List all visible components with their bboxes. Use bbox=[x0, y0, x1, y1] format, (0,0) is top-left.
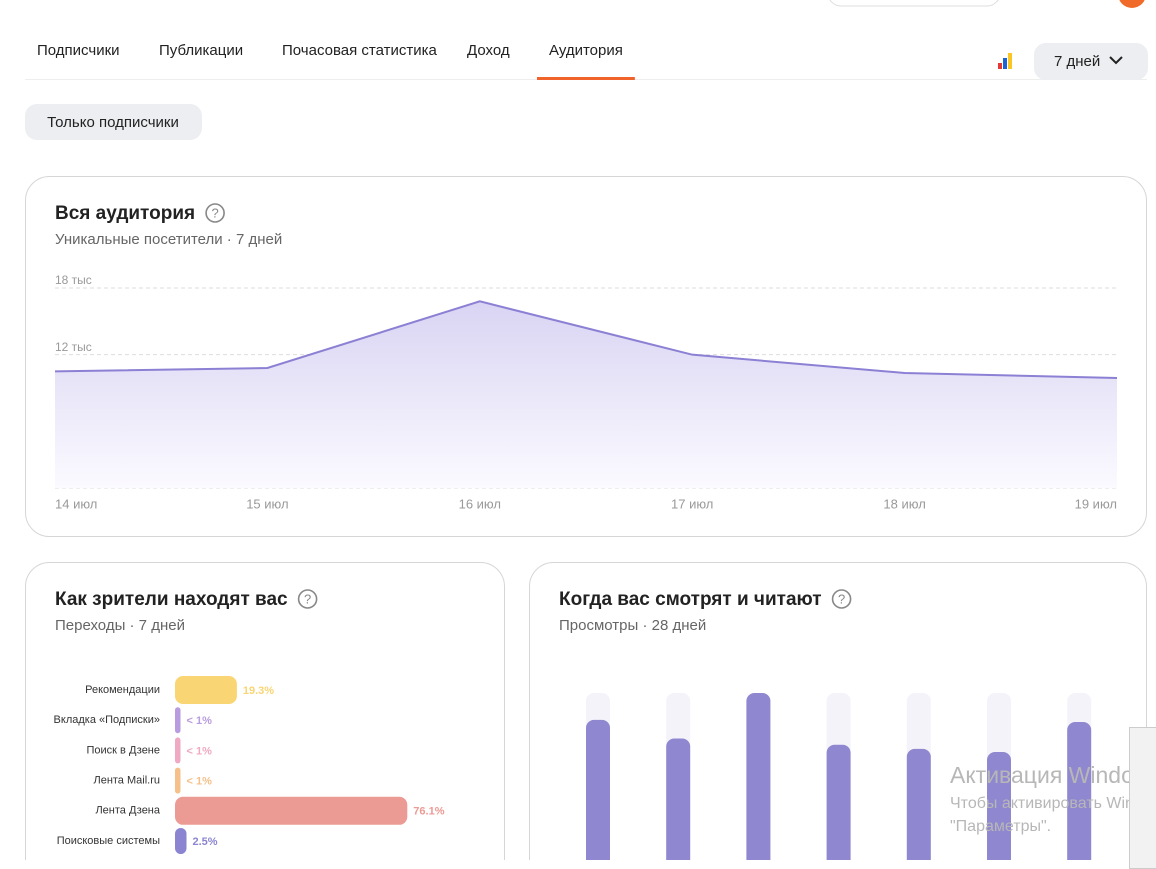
card-subtitle: Уникальные посетители · 7 дней bbox=[55, 231, 282, 248]
tab[interactable]: Публикации bbox=[159, 42, 243, 59]
x-tick-label: 19 июл bbox=[1075, 496, 1117, 511]
bar-value-label: 76.1% bbox=[413, 806, 444, 818]
y-tick-label: 18 тыс bbox=[55, 273, 92, 287]
filter-label: Только подписчики bbox=[47, 114, 179, 131]
bar-value-label: 2.5% bbox=[193, 836, 218, 848]
period-label: 7 дней bbox=[1054, 53, 1100, 70]
help-icon bbox=[297, 589, 318, 609]
x-tick-label: 18 июл bbox=[883, 496, 925, 511]
bar-category-label: Вкладка «Подписки» bbox=[54, 714, 160, 726]
help-icon-mark: ? bbox=[211, 205, 218, 220]
search-box[interactable] bbox=[828, 0, 1000, 7]
line bbox=[54, 300, 1118, 379]
x-tick-label: 14 июл bbox=[55, 496, 97, 511]
bar bbox=[175, 676, 237, 704]
bar bbox=[175, 737, 181, 764]
tab[interactable]: Доход bbox=[467, 42, 510, 59]
chevron bbox=[1109, 56, 1123, 65]
bar-value-label: 19.3% bbox=[243, 685, 274, 697]
x-tick-label: 17 июл bbox=[671, 496, 713, 511]
bar-category-label: Лента Дзена bbox=[95, 805, 160, 817]
bar bbox=[826, 744, 851, 860]
bar bbox=[175, 796, 408, 825]
windows-watermark: Активация Windows Чтобы активировать Win… bbox=[950, 762, 1156, 836]
bar-category-label: Поиск в Дзене bbox=[87, 744, 160, 756]
watermark-title: Активация Windows bbox=[950, 762, 1156, 788]
watermark-text: Чтобы активировать Windows, перейдите в … bbox=[950, 795, 1156, 812]
bar-value-label: < 1% bbox=[187, 776, 213, 788]
card-title: Вся аудитория bbox=[55, 203, 195, 224]
tab[interactable]: Аудитория bbox=[549, 42, 623, 59]
tab[interactable]: Подписчики bbox=[37, 42, 120, 59]
bar bbox=[666, 738, 691, 860]
x-tick-label: 16 июл bbox=[459, 496, 501, 511]
bar bbox=[906, 748, 931, 860]
bar-value-label: < 1% bbox=[187, 715, 213, 727]
bar bbox=[175, 828, 187, 854]
help-icon-mark: ? bbox=[838, 591, 845, 606]
bar-category-label: Рекомендации bbox=[85, 684, 160, 696]
bar-value-label: < 1% bbox=[187, 745, 213, 757]
help-icon-mark: ? bbox=[304, 591, 311, 606]
watermark-text: "Параметры". bbox=[950, 818, 1052, 835]
bar-category-label: Лента Mail.ru bbox=[93, 775, 160, 787]
y-tick-label: 12 тыс bbox=[55, 340, 92, 354]
tray-panel bbox=[1129, 727, 1156, 869]
bar bbox=[586, 719, 610, 860]
area bbox=[55, 301, 1117, 488]
filter-button[interactable] bbox=[25, 104, 202, 140]
card-title: Когда вас смотрят и читают bbox=[559, 589, 822, 610]
bar bbox=[1067, 721, 1092, 860]
card-subtitle: Переходы · 7 дней bbox=[55, 617, 185, 634]
x-tick-label: 15 июл bbox=[246, 496, 288, 511]
bar bbox=[175, 767, 181, 794]
help-icon bbox=[205, 203, 225, 223]
bar bbox=[175, 707, 181, 734]
stats-icon bbox=[998, 53, 1012, 69]
card bbox=[25, 562, 505, 860]
tab[interactable]: Почасовая статистика bbox=[282, 42, 437, 59]
tab-underline bbox=[537, 77, 635, 80]
period-button[interactable] bbox=[1034, 43, 1148, 80]
card-subtitle: Просмотры · 28 дней bbox=[559, 617, 706, 634]
bar bbox=[987, 751, 1011, 860]
card-title: Как зрители находят вас bbox=[55, 589, 288, 610]
help-icon bbox=[831, 589, 852, 609]
avatar[interactable] bbox=[1118, 0, 1146, 8]
bar bbox=[746, 693, 771, 860]
bar-category-label: Поисковые системы bbox=[57, 835, 160, 847]
